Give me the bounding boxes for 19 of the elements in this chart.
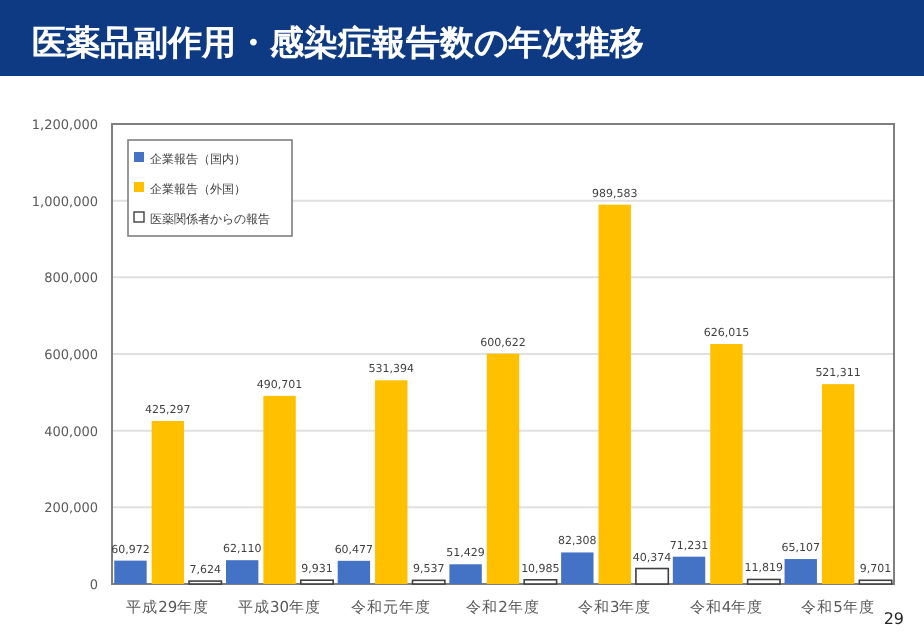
bar bbox=[449, 564, 482, 584]
bar bbox=[598, 204, 631, 584]
bar bbox=[523, 578, 558, 585]
bar bbox=[486, 353, 520, 584]
chart-title: 医薬品副作用・感染症報告数の年次推移 bbox=[32, 24, 644, 64]
bar bbox=[263, 395, 296, 584]
bar bbox=[337, 560, 371, 584]
bar bbox=[375, 380, 408, 584]
bar bbox=[635, 567, 670, 585]
text: 29 bbox=[883, 610, 904, 628]
bar bbox=[151, 420, 185, 584]
bar bbox=[114, 560, 147, 584]
bar bbox=[561, 552, 594, 584]
bar bbox=[746, 578, 781, 585]
bar bbox=[710, 344, 743, 584]
bar bbox=[672, 556, 706, 584]
bar bbox=[225, 560, 259, 584]
bar bbox=[784, 559, 817, 584]
bar bbox=[821, 384, 855, 584]
